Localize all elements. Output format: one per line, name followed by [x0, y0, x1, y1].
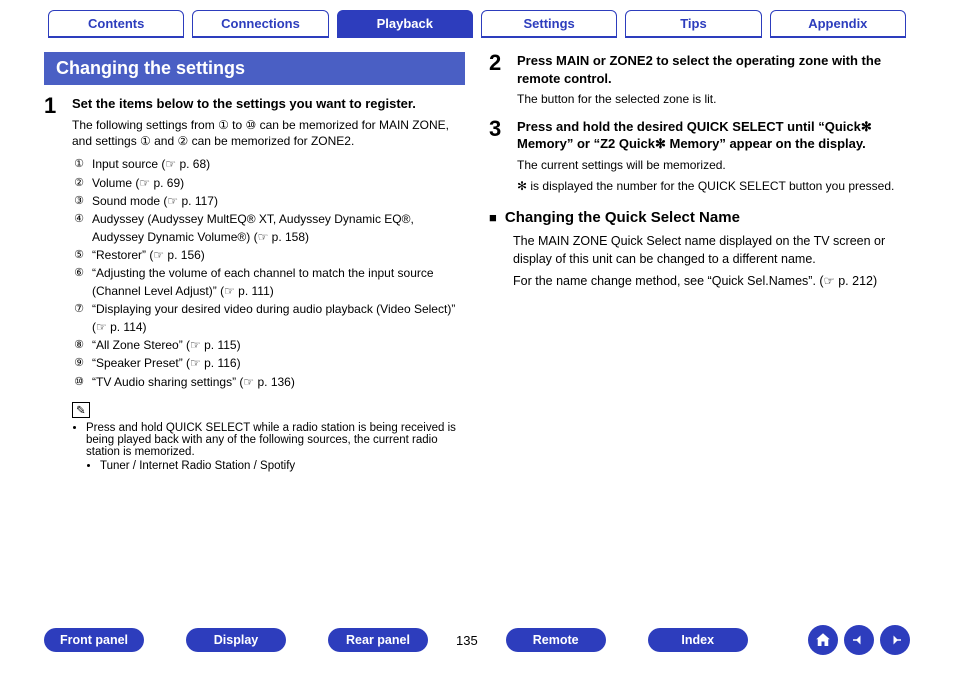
list-item: ③Sound mode (☞ p. 117)	[72, 193, 465, 210]
link-volume[interactable]: Volume (☞ p. 69)	[92, 175, 184, 192]
list-item: ⑦“Displaying your desired video during a…	[72, 301, 465, 336]
pill-index[interactable]: Index	[648, 628, 748, 652]
square-bullet-icon: ■	[489, 210, 497, 225]
top-nav: Contents Connections Playback Settings T…	[0, 0, 954, 38]
note-sub-bullet: Tuner / Internet Radio Station / Spotify	[100, 460, 465, 472]
step-3: 3 Press and hold the desired QUICK SELEC…	[489, 118, 910, 195]
list-item: ⑤“Restorer” (☞ p. 156)	[72, 247, 465, 264]
step-text: The following settings from ① to ⑩ can b…	[72, 117, 465, 151]
pill-front-panel[interactable]: Front panel	[44, 628, 144, 652]
next-icon[interactable]	[880, 625, 910, 655]
step-text: ✻ is displayed the number for the QUICK …	[517, 178, 910, 195]
step-1: 1 Set the items below to the settings yo…	[44, 95, 465, 392]
home-icon[interactable]	[808, 625, 838, 655]
pencil-icon: ✎	[72, 402, 90, 418]
link-restorer[interactable]: “Restorer” (☞ p. 156)	[92, 247, 205, 264]
tab-playback[interactable]: Playback	[337, 10, 473, 38]
list-item: ⑧“All Zone Stereo” (☞ p. 115)	[72, 337, 465, 354]
list-item: ④Audyssey (Audyssey MultEQ® XT, Audyssey…	[72, 211, 465, 246]
link-audyssey[interactable]: Audyssey (Audyssey MultEQ® XT, Audyssey …	[92, 211, 465, 246]
step-number: 3	[489, 118, 507, 195]
step-title: Set the items below to the settings you …	[72, 95, 465, 113]
step-number: 2	[489, 52, 507, 108]
link-input-source[interactable]: Input source (☞ p. 68)	[92, 156, 210, 173]
sub-body: The MAIN ZONE Quick Select name displaye…	[513, 232, 910, 290]
prev-icon[interactable]	[844, 625, 874, 655]
settings-list: ①Input source (☞ p. 68) ②Volume (☞ p. 69…	[72, 156, 465, 391]
link-all-zone-stereo[interactable]: “All Zone Stereo” (☞ p. 115)	[92, 337, 241, 354]
step-title: Press and hold the desired QUICK SELECT …	[517, 118, 910, 153]
tab-connections[interactable]: Connections	[192, 10, 328, 38]
link-tv-audio-sharing[interactable]: “TV Audio sharing settings” (☞ p. 136)	[92, 374, 295, 391]
link-sound-mode[interactable]: Sound mode (☞ p. 117)	[92, 193, 218, 210]
step-text: The button for the selected zone is lit.	[517, 91, 910, 108]
step-number: 1	[44, 95, 62, 392]
tab-settings[interactable]: Settings	[481, 10, 617, 38]
list-item: ⑩“TV Audio sharing settings” (☞ p. 136)	[72, 374, 465, 391]
tab-appendix[interactable]: Appendix	[770, 10, 906, 38]
sub-text: The MAIN ZONE Quick Select name displaye…	[513, 232, 910, 268]
section-banner: Changing the settings	[44, 52, 465, 85]
step-text: The current settings will be memorized.	[517, 157, 910, 174]
subheading: ■ Changing the Quick Select Name	[489, 209, 910, 226]
note: ✎ Press and hold QUICK SELECT while a ra…	[72, 402, 465, 472]
step-2: 2 Press MAIN or ZONE2 to select the oper…	[489, 52, 910, 108]
left-column: Changing the settings 1 Set the items be…	[44, 52, 465, 472]
page-number: 135	[456, 633, 478, 648]
subheading-text: Changing the Quick Select Name	[505, 209, 740, 226]
sub-text-link[interactable]: For the name change method, see “Quick S…	[513, 272, 910, 290]
bottom-nav: Front panel Display Rear panel 135 Remot…	[0, 625, 954, 655]
content: Changing the settings 1 Set the items be…	[0, 38, 954, 472]
tab-contents[interactable]: Contents	[48, 10, 184, 38]
list-item: ⑥“Adjusting the volume of each channel t…	[72, 265, 465, 300]
right-column: 2 Press MAIN or ZONE2 to select the oper…	[489, 52, 910, 472]
list-item: ⑨“Speaker Preset” (☞ p. 116)	[72, 355, 465, 372]
note-bullet: Press and hold QUICK SELECT while a radi…	[86, 422, 465, 472]
pill-display[interactable]: Display	[186, 628, 286, 652]
step-title: Press MAIN or ZONE2 to select the operat…	[517, 52, 910, 87]
list-item: ①Input source (☞ p. 68)	[72, 156, 465, 173]
list-item: ②Volume (☞ p. 69)	[72, 175, 465, 192]
tab-tips[interactable]: Tips	[625, 10, 761, 38]
link-speaker-preset[interactable]: “Speaker Preset” (☞ p. 116)	[92, 355, 241, 372]
pill-rear-panel[interactable]: Rear panel	[328, 628, 428, 652]
link-channel-level[interactable]: “Adjusting the volume of each channel to…	[92, 265, 465, 300]
link-video-select[interactable]: “Displaying your desired video during au…	[92, 301, 465, 336]
pill-remote[interactable]: Remote	[506, 628, 606, 652]
nav-icons	[808, 625, 910, 655]
